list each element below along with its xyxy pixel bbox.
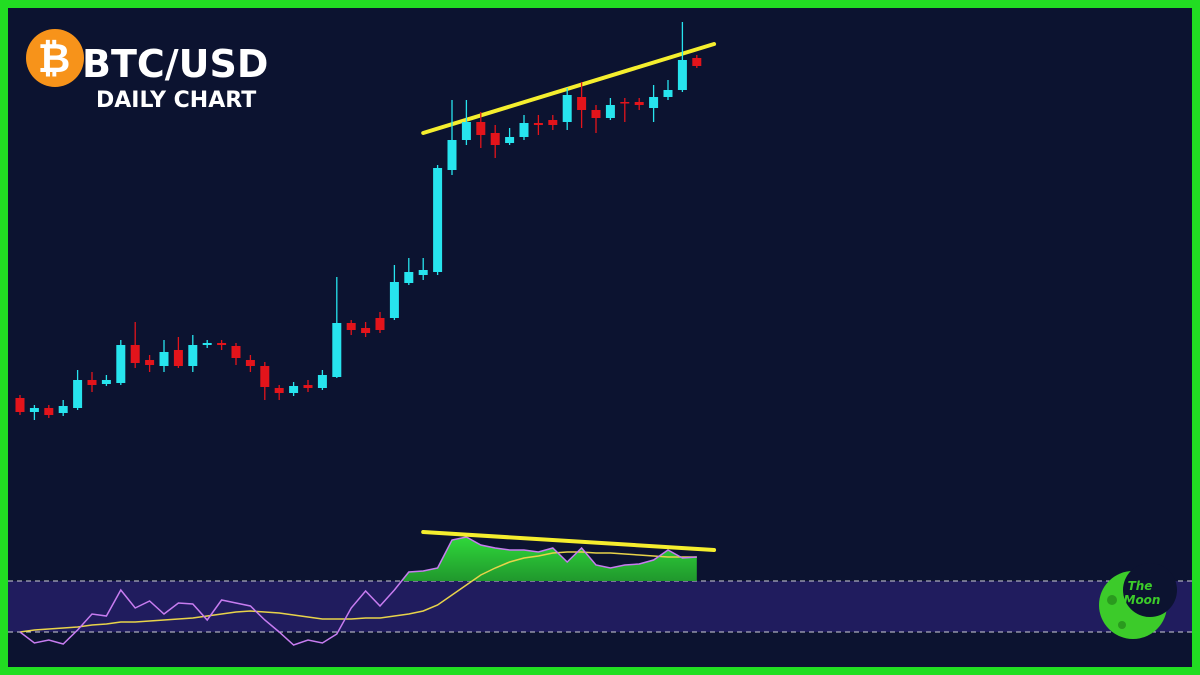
candle-body: [548, 120, 558, 125]
candle-body: [145, 360, 155, 365]
trendline: [421, 42, 717, 135]
candle-body: [173, 350, 183, 366]
candle-body: [663, 90, 673, 97]
candle-body: [130, 345, 140, 363]
candle-body: [490, 133, 500, 145]
candle-body: [317, 375, 327, 388]
candle-body: [58, 406, 68, 413]
subtitle: DAILY CHART: [96, 88, 256, 113]
candle-body: [418, 270, 428, 275]
candle-body: [289, 386, 299, 393]
candle-body: [375, 318, 385, 330]
logo-text: Moon: [1124, 593, 1161, 607]
candle-body: [44, 408, 54, 415]
candle-body: [260, 366, 270, 387]
crater: [1107, 595, 1117, 605]
rsi-band: [6, 581, 1194, 632]
bitcoin-icon: [26, 29, 84, 87]
candle-body: [692, 58, 702, 66]
candle-body: [476, 122, 486, 135]
candle-body: [677, 60, 687, 90]
rsi-overbought-fill: [20, 537, 697, 581]
candle-body: [361, 328, 371, 333]
moon-logo: The Moon: [1099, 563, 1177, 639]
candle-body: [591, 110, 601, 118]
candle-body: [245, 360, 255, 366]
rsi-ma-line: [19, 551, 697, 633]
crater: [1118, 621, 1126, 629]
candle-body: [461, 122, 471, 140]
candle-body: [15, 398, 25, 412]
candle-body: [217, 343, 227, 345]
candle-body: [73, 380, 83, 408]
candle-body: [649, 97, 659, 108]
candle-body: [505, 137, 515, 143]
candle-body: [389, 282, 399, 318]
candle-body: [577, 97, 587, 110]
candle-body: [634, 102, 644, 105]
bitcoin-symbol: ₿: [38, 36, 71, 82]
title: BTC/USD: [82, 42, 268, 86]
marks: [8, 22, 1192, 646]
rsi-line: [19, 536, 697, 646]
candle-body: [101, 380, 111, 384]
candle-body: [274, 388, 284, 393]
title-block: ₿ BTC/USD DAILY CHART: [26, 29, 268, 113]
candle-body: [605, 105, 615, 118]
candle-body: [433, 168, 443, 272]
candle-body: [87, 380, 97, 385]
candle-body: [620, 102, 630, 104]
candle-body: [332, 323, 342, 377]
candle-body: [116, 345, 126, 383]
logo-text: The: [1128, 579, 1153, 593]
candle-body: [188, 345, 198, 366]
candle-body: [29, 408, 39, 412]
trendline: [421, 530, 717, 552]
candle-body: [562, 95, 572, 122]
candle-body: [404, 272, 414, 283]
candle-body: [159, 352, 169, 366]
candle-body: [346, 323, 356, 330]
candle-body: [447, 140, 457, 170]
candle-body: [519, 123, 529, 137]
moon-shadow: [1123, 563, 1177, 617]
candle-body: [303, 385, 313, 388]
candle-body: [533, 123, 543, 125]
candle-body: [231, 346, 241, 358]
candle-body: [202, 343, 212, 345]
